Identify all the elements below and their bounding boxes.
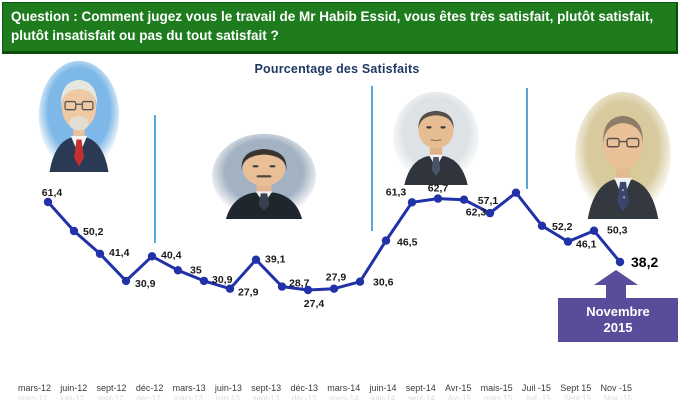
point-label: 27,9 bbox=[326, 272, 347, 284]
point-label: 52,2 bbox=[552, 221, 573, 233]
x-axis-ghost-label: Avr-15 bbox=[447, 394, 471, 400]
up-arrow-icon bbox=[594, 270, 638, 300]
x-axis-label: juin-14 bbox=[369, 383, 397, 393]
data-point bbox=[537, 221, 547, 230]
period-separator-1 bbox=[154, 115, 156, 243]
point-label: 30,9 bbox=[135, 278, 156, 290]
x-axis: mars-12 juin-12 sept-12 déc-12 mars-13 juin-1… bbox=[18, 383, 632, 393]
novembre-2015-callout: Novembre 2015 bbox=[558, 298, 678, 342]
x-axis-label: Avr-15 bbox=[445, 383, 472, 393]
data-point bbox=[459, 195, 469, 204]
x-axis-label: juin-13 bbox=[214, 383, 242, 393]
callout-month: Novembre bbox=[586, 303, 650, 319]
question-banner: Question : Comment jugez vous le travail… bbox=[2, 2, 678, 55]
x-axis-label: Juil -15 bbox=[521, 383, 551, 393]
data-point bbox=[407, 198, 417, 207]
question-text: Question : Comment jugez vous le travail… bbox=[11, 9, 654, 44]
pm-portrait-4-image bbox=[574, 92, 672, 219]
x-axis-ghost-label: mars-14 bbox=[329, 394, 359, 400]
point-label: 57,1 bbox=[478, 195, 499, 207]
x-axis-label: sept-12 bbox=[96, 383, 127, 393]
data-point bbox=[69, 226, 79, 236]
x-axis-label: déc-12 bbox=[135, 383, 164, 393]
point-label: 46,1 bbox=[576, 239, 597, 251]
x-axis-ghost-label: mars-12 bbox=[18, 394, 48, 400]
data-point bbox=[511, 188, 521, 197]
period-separator-2 bbox=[371, 86, 373, 231]
pm-portrait-1 bbox=[38, 60, 120, 172]
x-axis-ghost-label: mais-15 bbox=[483, 394, 513, 400]
point-label: 39,1 bbox=[265, 254, 286, 266]
data-point bbox=[303, 285, 313, 295]
data-point bbox=[433, 194, 443, 203]
data-point bbox=[589, 226, 599, 235]
data-point bbox=[355, 277, 365, 286]
x-axis-ghost-label: Sept 15 bbox=[563, 394, 592, 400]
pm-portrait-3-image bbox=[392, 91, 480, 185]
point-label: 50,3 bbox=[607, 225, 628, 237]
data-point bbox=[147, 252, 157, 261]
data-point bbox=[43, 197, 53, 207]
x-axis-label: juin-12 bbox=[60, 383, 88, 393]
x-axis-label: mars-13 bbox=[172, 383, 206, 393]
data-point bbox=[251, 255, 261, 264]
point-label: 38,2 bbox=[631, 254, 658, 270]
data-point bbox=[121, 276, 131, 286]
data-point bbox=[329, 284, 339, 293]
point-label: 62,3 bbox=[466, 207, 487, 219]
point-label: 46,5 bbox=[397, 237, 418, 249]
data-point bbox=[277, 282, 287, 291]
data-point bbox=[199, 276, 209, 286]
x-axis-ghost-label: sept-12 bbox=[96, 394, 124, 400]
data-point bbox=[225, 284, 235, 293]
x-axis-ghost-label: Juil -15 bbox=[524, 394, 551, 400]
data-point bbox=[563, 237, 573, 246]
x-axis-label: mais-15 bbox=[480, 383, 513, 393]
point-label: 61,3 bbox=[386, 186, 407, 198]
point-label: 27,9 bbox=[238, 287, 259, 299]
data-point bbox=[173, 266, 183, 275]
x-axis-label: déc-13 bbox=[290, 383, 318, 393]
x-axis-ghost-label: sept-14 bbox=[408, 394, 435, 400]
x-axis-label: Sept 15 bbox=[560, 383, 592, 393]
pm-portrait-2-image bbox=[212, 133, 316, 219]
pm-portrait-1-image bbox=[38, 60, 120, 172]
pm-portrait-3 bbox=[392, 91, 480, 185]
point-label: 28,7 bbox=[289, 278, 310, 290]
x-axis-ghost-label: juin-14 bbox=[371, 394, 396, 400]
point-label: 61,4 bbox=[42, 187, 63, 199]
x-axis-label: mars-14 bbox=[327, 383, 361, 393]
point-label: 50,2 bbox=[83, 226, 104, 238]
point-label: 62,7 bbox=[428, 183, 449, 195]
period-separator-3 bbox=[526, 88, 528, 189]
x-axis-ghost-label: sept-13 bbox=[252, 394, 280, 400]
point-label: 35 bbox=[190, 264, 202, 276]
x-axis-ghost-label: mars-13 bbox=[173, 394, 203, 400]
point-label: 41,4 bbox=[109, 247, 130, 259]
point-label: 27,4 bbox=[304, 298, 325, 310]
data-point bbox=[381, 236, 391, 245]
pm-portrait-2 bbox=[211, 133, 317, 219]
x-axis-ghost-label: déc-13 bbox=[291, 394, 317, 400]
x-axis-ghost-label: juin-12 bbox=[60, 394, 85, 400]
x-axis-label: sept-13 bbox=[251, 383, 282, 393]
point-label: 30,9 bbox=[212, 274, 233, 286]
data-point bbox=[485, 208, 495, 218]
point-label: 30,6 bbox=[373, 277, 394, 289]
chart-title: Pourcentage des Satisfaits bbox=[254, 62, 420, 76]
x-axis-ghost-label: Nov -15 bbox=[603, 394, 632, 400]
callout-year: 2015 bbox=[603, 320, 633, 335]
data-point bbox=[95, 249, 105, 258]
x-axis-label: mars-12 bbox=[18, 383, 52, 393]
x-axis-ghost-label: juin-13 bbox=[215, 394, 240, 400]
data-point bbox=[615, 257, 625, 267]
x-axis-label: sept-14 bbox=[405, 383, 436, 393]
pm-portrait-4 bbox=[574, 91, 672, 219]
x-axis-label: Nov -15 bbox=[600, 383, 632, 393]
point-label: 40,4 bbox=[161, 249, 182, 261]
x-axis-ghost-row: mars-12 juin-12 sept-12 déc-12 mars-13 juin-1… bbox=[18, 394, 632, 400]
x-axis-ghost-label: déc-12 bbox=[136, 394, 161, 400]
